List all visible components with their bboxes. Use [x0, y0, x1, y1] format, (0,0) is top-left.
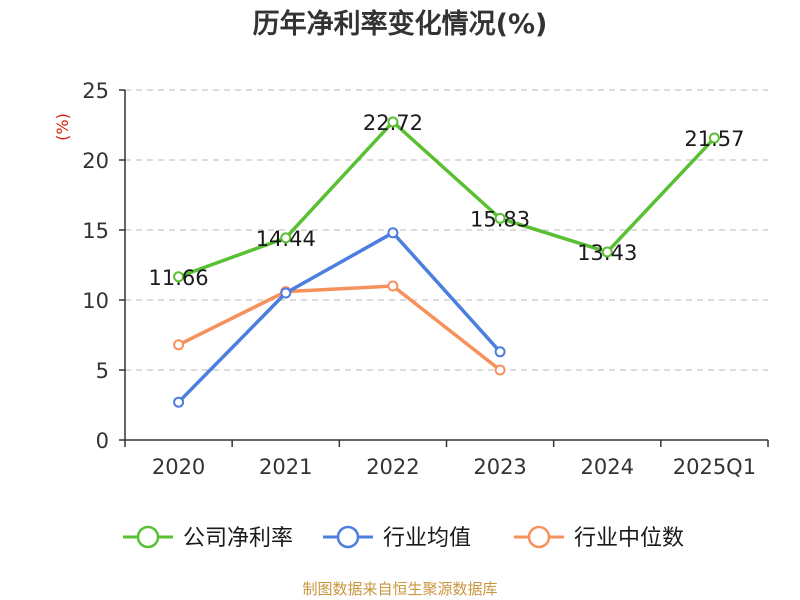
data-point	[173, 339, 185, 351]
series-lines	[173, 116, 720, 408]
legend-label: 行业中位数	[574, 526, 684, 551]
data-point	[494, 346, 506, 358]
x-tick-label: 2021	[259, 455, 312, 479]
axes: 0 5 10 15 20 25 2020 2021 2022 2023 2024 2025Q1	[82, 79, 769, 479]
data-point	[387, 280, 399, 292]
legend-label: 行业均值	[383, 526, 471, 551]
legend-marker	[336, 525, 360, 549]
y-tick-label: 15	[82, 219, 109, 243]
y-tick-label: 5	[96, 359, 109, 383]
data-labels: 11.66 14.44 22.72 15.83 13.43 21.57	[149, 111, 745, 290]
x-tick-label: 2023	[473, 455, 526, 479]
y-tick-label: 20	[82, 149, 109, 173]
data-point	[601, 246, 613, 258]
y-tick-label: 10	[82, 289, 109, 313]
source-note: 制图数据来自恒生聚源数据库	[302, 580, 497, 598]
series-line	[176, 231, 502, 404]
data-label: 22.72	[363, 111, 423, 135]
data-label: 15.83	[470, 207, 530, 231]
grid-lines	[125, 89, 768, 371]
y-axis-label: (%)	[53, 113, 72, 141]
x-tick-label: 2020	[152, 455, 205, 479]
legend: 公司净利率 行业均值 行业中位数	[123, 525, 684, 551]
data-point	[280, 287, 292, 299]
data-label: 14.44	[256, 227, 316, 251]
data-point	[708, 132, 720, 144]
x-tick-label: 2022	[366, 455, 419, 479]
legend-marker	[136, 525, 160, 549]
data-point	[494, 364, 506, 376]
y-tick-label: 0	[96, 429, 109, 453]
y-tick-label: 25	[82, 79, 109, 103]
data-point	[173, 271, 185, 283]
legend-label: 公司净利率	[183, 526, 293, 551]
data-point	[387, 227, 399, 239]
chart-title: 历年净利率变化情况(%)	[253, 8, 548, 40]
data-point	[173, 396, 185, 408]
x-tick-label: 2024	[581, 455, 634, 479]
legend-marker	[527, 525, 551, 549]
data-label: 21.57	[684, 127, 744, 151]
series-line	[176, 284, 502, 372]
series-line	[176, 120, 717, 279]
data-label: 11.66	[149, 266, 209, 290]
data-point	[280, 232, 292, 244]
data-point	[494, 212, 506, 224]
data-point	[387, 116, 399, 128]
x-tick-label: 2025Q1	[673, 455, 756, 479]
data-label: 13.43	[577, 241, 637, 265]
